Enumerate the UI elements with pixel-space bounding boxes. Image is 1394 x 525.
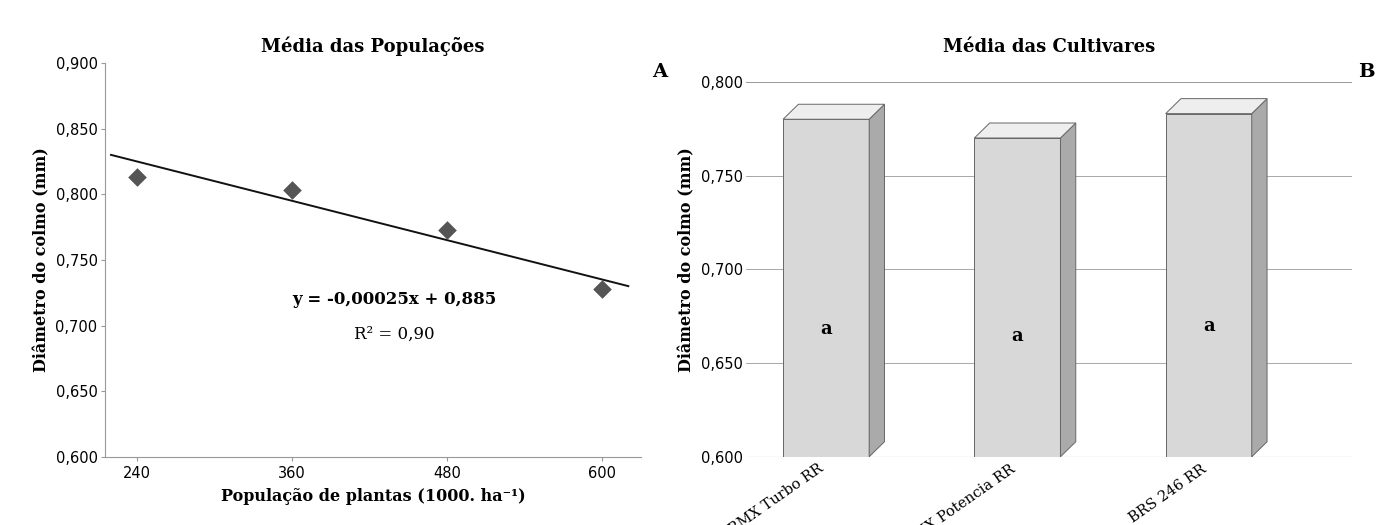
Point <box>436 226 459 234</box>
Text: A: A <box>652 63 668 81</box>
Text: a: a <box>1012 327 1023 344</box>
Point <box>282 186 304 195</box>
Polygon shape <box>1252 99 1267 457</box>
Y-axis label: Diâmetro do colmo (mm): Diâmetro do colmo (mm) <box>679 148 696 372</box>
Polygon shape <box>974 138 1061 457</box>
Polygon shape <box>1165 99 1267 113</box>
Polygon shape <box>1165 113 1252 457</box>
Text: a: a <box>820 320 832 338</box>
Text: y = -0,00025x + 0,885: y = -0,00025x + 0,885 <box>293 291 496 308</box>
X-axis label: População de plantas (1000. ha⁻¹): População de plantas (1000. ha⁻¹) <box>220 488 526 506</box>
Text: a: a <box>1203 317 1214 335</box>
Y-axis label: Diâmetro do colmo (mm): Diâmetro do colmo (mm) <box>33 148 50 372</box>
Title: Média das Populações: Média das Populações <box>261 36 485 56</box>
Polygon shape <box>783 119 870 457</box>
Text: R² = 0,90: R² = 0,90 <box>354 326 435 343</box>
Polygon shape <box>1061 123 1076 457</box>
Polygon shape <box>870 104 884 457</box>
Title: Média das Cultivares: Média das Cultivares <box>942 38 1156 56</box>
Polygon shape <box>783 104 884 119</box>
Point <box>591 285 613 293</box>
Text: B: B <box>1358 63 1374 81</box>
Polygon shape <box>974 123 1076 138</box>
Point <box>125 173 148 182</box>
